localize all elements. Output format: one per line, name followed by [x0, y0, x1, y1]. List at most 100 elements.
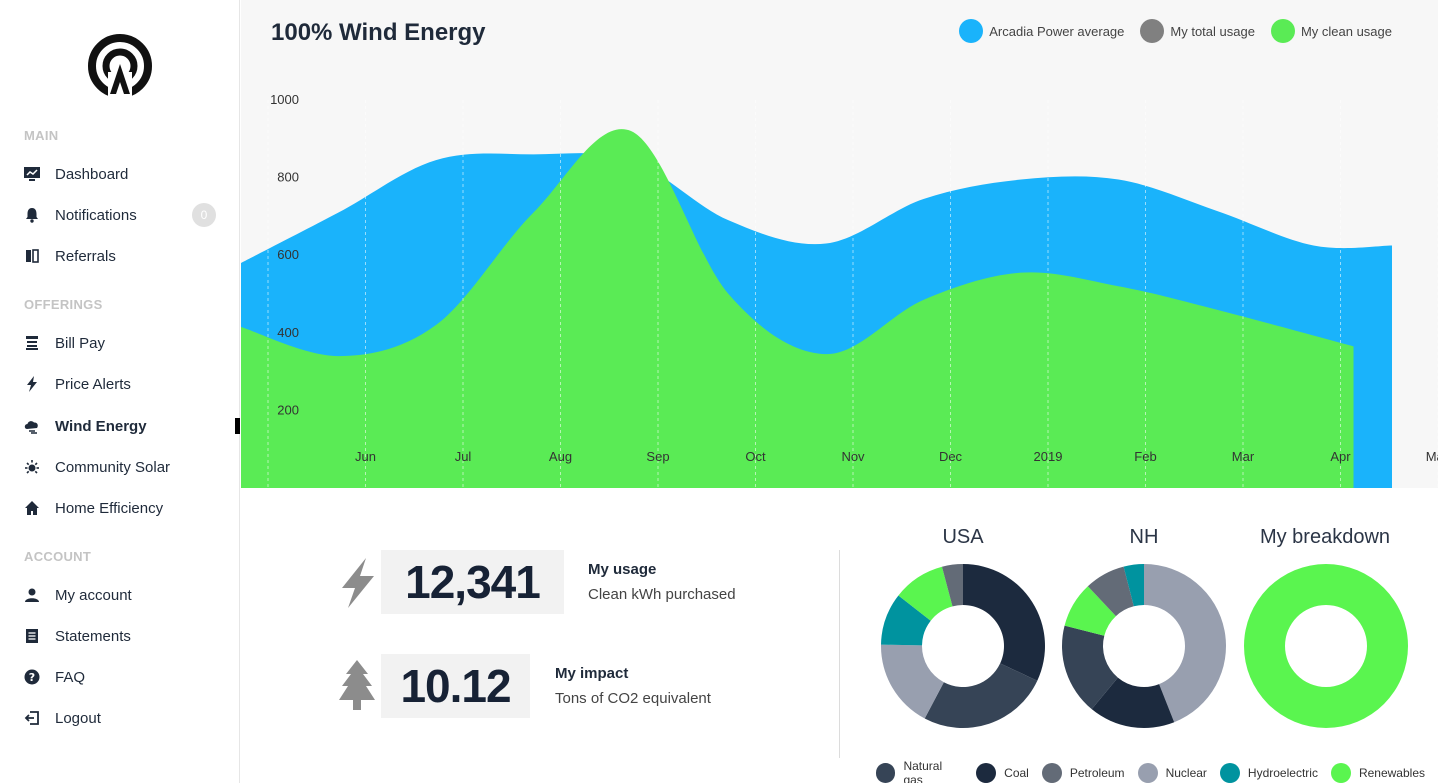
active-indicator — [235, 418, 240, 434]
chart-legend: Arcadia Power average My total usage My … — [943, 19, 1392, 43]
user-icon — [23, 586, 41, 604]
section-label-offerings: OFFERINGS — [24, 297, 103, 312]
sidebar-item-label: Home Efficiency — [55, 499, 164, 517]
sidebar-item-home-efficiency[interactable]: Home Efficiency — [0, 493, 240, 523]
sidebar-item-label: Community Solar — [55, 458, 171, 476]
legend-item-hydroelectric: Hydroelectric — [1219, 763, 1318, 783]
notification-count-badge: 0 — [192, 203, 216, 227]
donut-slice-natural-gas — [1062, 625, 1118, 710]
legend-swatch — [1219, 763, 1240, 783]
y-tick-label: 200 — [277, 402, 299, 417]
legend-item-total[interactable]: My total usage — [1140, 19, 1255, 43]
legend-swatch — [976, 763, 997, 783]
x-tick-label: Oct — [745, 449, 766, 464]
donut-title-my-breakdown: My breakdown — [1259, 526, 1391, 548]
x-tick-label: Sep — [646, 449, 669, 464]
usage-title: My usage — [588, 561, 657, 578]
dashboard-icon — [23, 165, 41, 183]
arcadia-logo[interactable] — [86, 32, 154, 100]
donut-title-nh: NH — [1129, 526, 1159, 548]
legend-swatch — [1270, 19, 1295, 43]
legend-label: My clean usage — [1300, 23, 1392, 39]
svg-text:?: ? — [29, 671, 35, 684]
legend-label: Arcadia Power average — [989, 23, 1125, 39]
lightning-icon — [342, 558, 374, 608]
sidebar-item-statements[interactable]: Statements — [0, 621, 240, 651]
legend-item-renewables: Renewables — [1330, 763, 1425, 783]
logout-icon — [23, 709, 41, 727]
sidebar-item-label: FAQ — [55, 668, 86, 686]
sidebar-item-label: Dashboard — [55, 165, 129, 183]
sidebar-item-my-account[interactable]: My account — [0, 580, 240, 610]
donut-slice-coal — [963, 564, 1045, 681]
legend-item-natural-gas: Natural gas — [876, 759, 963, 783]
legend-label: Natural gas — [903, 759, 943, 783]
donut-slice-renewables — [1244, 564, 1408, 728]
tree-icon — [339, 660, 375, 710]
donut-slice-renewables — [898, 566, 953, 621]
donut-slice-hydroelectric — [1123, 564, 1144, 607]
y-tick-label: 400 — [277, 325, 299, 340]
lightning-icon — [23, 375, 41, 393]
donut-slice-natural-gas — [924, 663, 1038, 728]
sidebar-item-dashboard[interactable]: Dashboard — [0, 159, 240, 189]
x-tick-label: Aug — [549, 449, 572, 464]
impact-value: 10.12 — [381, 654, 530, 718]
y-tick-label: 800 — [277, 170, 299, 185]
x-tick-label: Mar — [1232, 449, 1255, 464]
legend-swatch — [1137, 763, 1158, 783]
sidebar-item-bill-pay[interactable]: Bill Pay — [0, 328, 240, 358]
donut-title-usa: USA — [942, 526, 984, 548]
legend-label: Coal — [1004, 766, 1029, 780]
x-tick-label: Feb — [1134, 449, 1156, 464]
donut-slice-petroleum — [941, 564, 963, 607]
usage-value: 12,341 — [381, 550, 564, 614]
sidebar-item-notifications[interactable]: Notifications 0 — [0, 200, 240, 230]
wind-energy-chart-panel: 1000 800 600 400 200 Jun Jul Aug Sep Oct Nov Dec 201… — [241, 0, 1438, 488]
sidebar-item-community-solar[interactable]: Community Solar — [0, 452, 240, 482]
y-tick-label: 1000 — [270, 92, 299, 107]
legend-swatch — [959, 19, 984, 43]
donut-slice-renewables — [1064, 586, 1116, 636]
section-divider — [839, 550, 840, 758]
donut-slice-nuclear — [1144, 564, 1226, 723]
sidebar-item-label: Logout — [55, 709, 101, 727]
legend-item-coal: Coal — [976, 763, 1029, 783]
sidebar-item-faq[interactable]: ? FAQ — [0, 662, 240, 692]
sun-icon — [23, 458, 41, 476]
x-tick-label: Jun — [355, 449, 376, 464]
sidebar-item-wind-energy[interactable]: Wind Energy — [0, 411, 240, 441]
legend-swatch — [1330, 763, 1351, 783]
legend-item-clean[interactable]: My clean usage — [1270, 19, 1392, 43]
energy-source-legend: Natural gas Coal Petroleum Nuclear Hydro… — [876, 759, 1438, 783]
sidebar-item-logout[interactable]: Logout — [0, 703, 240, 733]
sidebar-item-price-alerts[interactable]: Price Alerts — [0, 369, 240, 399]
home-icon — [23, 499, 41, 517]
wind-cloud-icon — [23, 417, 41, 435]
x-tick-label: May — [1426, 449, 1438, 464]
chart-title: 100% Wind Energy — [271, 19, 486, 46]
donut-chart-my-breakdown — [1244, 564, 1408, 728]
sidebar-item-referrals[interactable]: Referrals — [0, 241, 240, 271]
legend-swatch — [1140, 19, 1165, 43]
legend-label: My total usage — [1170, 23, 1255, 39]
legend-item-petroleum: Petroleum — [1041, 763, 1125, 783]
donut-slice-petroleum — [1087, 566, 1134, 617]
legend-swatch — [1041, 763, 1062, 783]
impact-subtitle: Tons of CO2 equivalent — [555, 690, 711, 707]
statements-icon — [23, 627, 41, 645]
legend-swatch — [876, 763, 896, 783]
x-tick-label: Nov — [841, 449, 865, 464]
referrals-icon — [23, 247, 41, 265]
sidebar-item-label: My account — [55, 586, 132, 604]
legend-label: Nuclear — [1165, 766, 1207, 780]
legend-item-arcadia[interactable]: Arcadia Power average — [959, 19, 1124, 43]
sidebar-item-label: Referrals — [55, 247, 116, 265]
donut-slice-hydroelectric — [881, 595, 931, 646]
x-tick-label: Jul — [455, 449, 472, 464]
legend-item-nuclear: Nuclear — [1137, 763, 1207, 783]
y-tick-label: 600 — [277, 247, 299, 262]
bell-icon — [23, 206, 41, 224]
donut-slice-nuclear — [881, 644, 944, 719]
x-tick-label: Dec — [939, 449, 963, 464]
